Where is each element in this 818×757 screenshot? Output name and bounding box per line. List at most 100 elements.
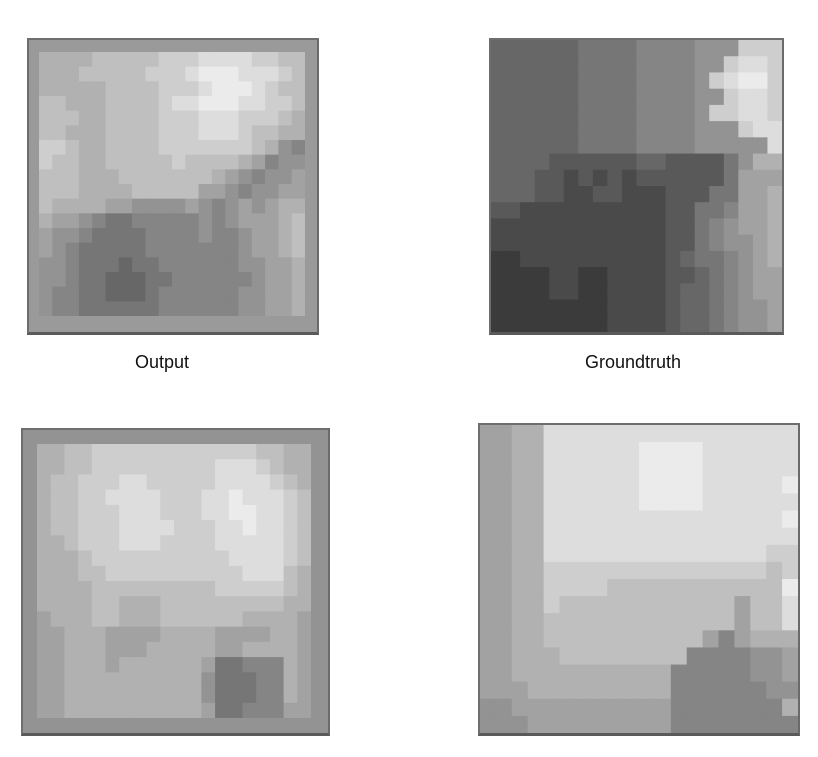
mosaic-cell [91, 687, 107, 704]
mosaic-cell [767, 169, 782, 187]
mosaic-cell [269, 657, 285, 673]
mosaic-cell [52, 242, 67, 258]
mosaic-cell [256, 657, 271, 673]
mosaic-cell [738, 234, 754, 252]
mosaic-cell [278, 272, 293, 288]
mosaic-cell [146, 444, 161, 460]
groundtruth-image-2 [480, 425, 798, 733]
mosaic-cell [174, 535, 189, 552]
mosaic-cell [132, 611, 148, 628]
mosaic-cell [269, 550, 285, 567]
mosaic-cell [291, 66, 305, 82]
mosaic-cell [105, 520, 120, 536]
mosaic-cell [607, 527, 624, 546]
mosaic-cell [228, 550, 244, 567]
mosaic-cell [198, 257, 213, 273]
mosaic-cell [283, 565, 298, 582]
mosaic-cell [78, 66, 93, 82]
mosaic-cell [665, 153, 681, 171]
mosaic-cell [591, 630, 608, 649]
mosaic-cell [670, 630, 688, 649]
mosaic-cell [225, 169, 240, 185]
mosaic-cell [201, 687, 216, 704]
mosaic-cell [64, 444, 79, 460]
mosaic-cell [543, 613, 561, 631]
mosaic-cell [639, 544, 656, 563]
mosaic-cell [64, 520, 79, 536]
mosaic-cell [709, 121, 725, 138]
mosaic-cell [145, 301, 160, 316]
mosaic-cell [145, 184, 160, 200]
mosaic-cell [527, 425, 545, 443]
mosaic-cell [738, 315, 754, 332]
mosaic-cell [639, 510, 656, 529]
mosaic-cell [297, 581, 311, 597]
mosaic-cell [297, 641, 311, 658]
mosaic-cell [639, 459, 656, 477]
mosaic-cell [242, 596, 257, 613]
mosaic-cell [734, 442, 751, 460]
mosaic-cell [709, 137, 725, 155]
mosaic-cell [172, 184, 186, 200]
mosaic-cell [64, 489, 79, 506]
mosaic-cell [225, 110, 240, 126]
mosaic-cell [172, 154, 186, 170]
mosaic-cell [563, 40, 579, 57]
mosaic-cell [132, 52, 146, 68]
mosaic-cell [654, 493, 672, 512]
mosaic-cell [767, 283, 782, 301]
mosaic-cell [738, 121, 754, 138]
mosaic-cell [52, 169, 67, 185]
mosaic-cell [132, 140, 146, 156]
mosaic-cell [187, 520, 202, 536]
mosaic-cell [146, 474, 161, 491]
mosaic-cell [527, 681, 545, 700]
mosaic-cell [146, 520, 161, 536]
mosaic-cell [782, 596, 798, 614]
mosaic-cell [225, 96, 240, 112]
mosaic-cell [527, 630, 545, 649]
mosaic-cell [607, 40, 623, 57]
mosaic-cell [92, 52, 107, 68]
mosaic-cell [158, 286, 173, 302]
mosaic-cell [105, 198, 120, 214]
mosaic-cell [132, 641, 148, 658]
mosaic-cell [145, 213, 160, 229]
mosaic-cell [491, 234, 507, 252]
mosaic-cell [750, 493, 767, 512]
mosaic-cell [78, 110, 93, 126]
mosaic-cell [78, 184, 93, 200]
mosaic-cell [665, 267, 681, 284]
mosaic-cell [118, 257, 133, 273]
mosaic-cell [686, 596, 704, 614]
mosaic-cell [64, 626, 79, 643]
mosaic-cell [215, 535, 230, 552]
mosaic-cell [752, 218, 769, 236]
mosaic-cell [158, 169, 173, 185]
mosaic-cell [639, 613, 656, 631]
mosaic-cell [242, 444, 257, 460]
mosaic-cell [37, 596, 52, 613]
mosaic-cell [694, 56, 710, 74]
mosaic-cell [228, 687, 244, 704]
mosaic-cell [592, 202, 608, 220]
mosaic-cell [251, 52, 266, 68]
mosaic-cell [50, 489, 65, 506]
output-image-1-frame [27, 38, 319, 335]
mosaic-cell [228, 702, 244, 718]
mosaic-cell [132, 657, 148, 673]
mosaic-cell [750, 459, 767, 477]
mosaic-cell [265, 125, 279, 141]
mosaic-cell [709, 202, 725, 220]
mosaic-cell [734, 664, 751, 683]
mosaic-cell [534, 56, 550, 74]
mosaic-cell [670, 510, 688, 529]
mosaic-cell [174, 489, 189, 506]
mosaic-cell [132, 81, 146, 97]
mosaic-cell [269, 672, 285, 689]
mosaic-cell [242, 504, 257, 521]
mosaic-cell [543, 425, 561, 443]
mosaic-cell [578, 40, 594, 57]
mosaic-cell [607, 613, 624, 631]
mosaic-cell [50, 672, 65, 689]
